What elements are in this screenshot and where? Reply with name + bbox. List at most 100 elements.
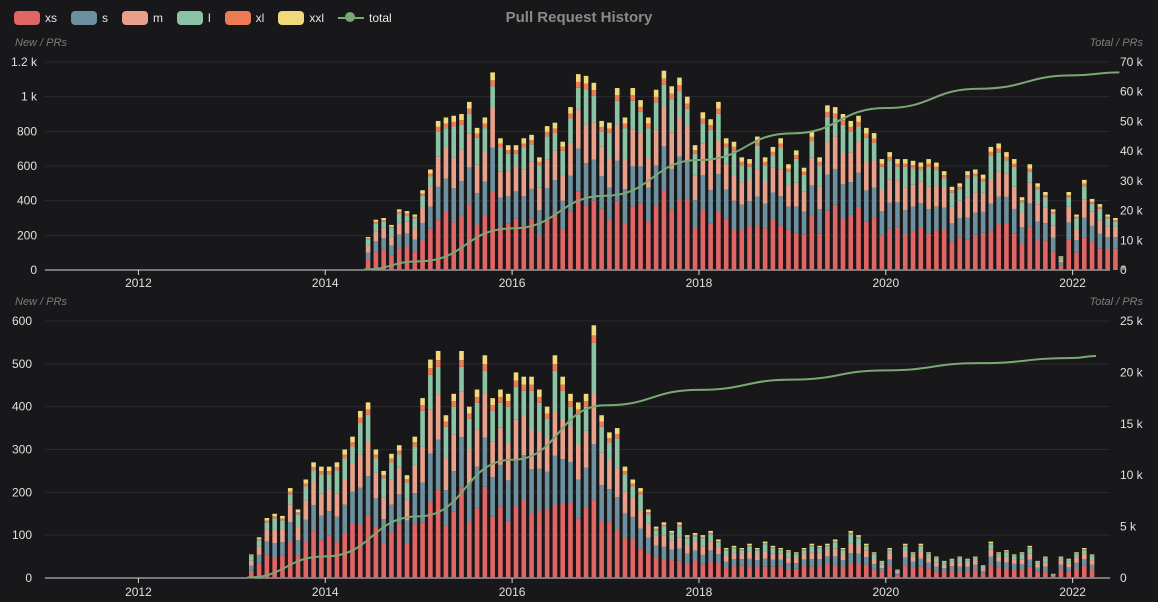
bar-segment-m xyxy=(576,445,581,480)
bar-segment-xs xyxy=(1035,241,1040,270)
bar-segment-l xyxy=(771,156,776,168)
bar-segment-m xyxy=(724,163,729,189)
bar-segment-l xyxy=(545,419,550,438)
bar-segment-m xyxy=(786,557,791,563)
bar-segment-m xyxy=(981,568,986,571)
bar-segment-s xyxy=(296,540,301,555)
bar-segment-xs xyxy=(895,575,900,578)
bar-segment-l xyxy=(272,518,277,530)
bar-segment-xxl xyxy=(739,157,744,162)
bar-segment-s xyxy=(895,202,900,226)
bar-segment-m xyxy=(662,107,667,147)
bar-segment-xxl xyxy=(280,516,285,518)
bar-segment-xl xyxy=(420,193,425,195)
bar-segment-xs xyxy=(903,565,908,578)
bar-segment-xs xyxy=(996,567,1001,578)
bar-segment-m xyxy=(521,170,526,196)
bar-segment-m xyxy=(677,118,682,156)
bar-segment-l xyxy=(1113,222,1118,227)
bar-segment-xl xyxy=(576,82,581,88)
bar-segment-l xyxy=(981,566,986,568)
bar-segment-s xyxy=(467,167,472,204)
bar-segment-s xyxy=(1082,218,1087,238)
bar-segment-m xyxy=(895,180,900,202)
bar-segment-s xyxy=(342,505,347,533)
bar-segment-xs xyxy=(553,504,558,578)
bar-segment-l xyxy=(1074,218,1079,229)
bar-segment-xl xyxy=(615,434,620,438)
bar-segment-xs xyxy=(475,508,480,578)
bar-segment-xxl xyxy=(693,533,698,535)
bar-segment-l xyxy=(841,125,846,153)
bar-segment-xxl xyxy=(786,164,791,168)
bar-segment-l xyxy=(1043,197,1048,207)
bar-segment-m xyxy=(965,563,970,567)
bar-segment-m xyxy=(887,553,892,559)
bar-segment-l xyxy=(794,554,799,558)
bar-segment-s xyxy=(973,565,978,570)
bar-segment-xl xyxy=(996,149,1001,153)
bar-segment-xl xyxy=(942,562,947,563)
bar-segment-l xyxy=(265,522,270,529)
bar-segment-xxl xyxy=(358,411,363,418)
bar-segment-xs xyxy=(405,543,410,578)
bar-segment-xs xyxy=(965,571,970,578)
bar-segment-xs xyxy=(529,514,534,578)
bar-segment-xxl xyxy=(1082,180,1087,184)
bar-segment-m xyxy=(654,535,659,545)
bar-segment-m xyxy=(350,464,355,492)
bar-segment-xxl xyxy=(389,454,394,459)
bar-segment-xs xyxy=(615,530,620,578)
bar-segment-xxl xyxy=(506,394,511,401)
x-tick-label: 2022 xyxy=(1059,585,1086,599)
bar-segment-s xyxy=(778,196,783,225)
x-tick-label: 2020 xyxy=(872,585,899,599)
y-tick-right: 20 k xyxy=(1120,365,1144,379)
bar-segment-l xyxy=(810,546,815,552)
bar-segment-xs xyxy=(654,557,659,578)
bar-segment-s xyxy=(389,246,394,256)
bar-segment-xxl xyxy=(1082,548,1087,549)
bar-segment-s xyxy=(381,519,386,543)
bar-segment-m xyxy=(412,465,417,493)
bar-segment-xxl xyxy=(366,402,371,409)
bar-segment-l xyxy=(677,91,682,118)
bar-segment-s xyxy=(942,208,947,230)
bar-segment-xxl xyxy=(841,548,846,549)
bar-segment-m xyxy=(490,108,495,148)
bar-segment-xxl xyxy=(848,121,853,127)
bar-segment-s xyxy=(919,559,924,567)
y-tick-right: 50 k xyxy=(1120,114,1144,128)
bar-segment-l xyxy=(467,114,472,134)
bar-segment-l xyxy=(1098,209,1103,221)
bar-segment-xl xyxy=(1074,217,1079,219)
bar-segment-xl xyxy=(280,518,285,520)
bar-segment-xs xyxy=(864,222,869,270)
bar-segment-m xyxy=(1113,227,1118,237)
bar-segment-s xyxy=(545,472,550,510)
bar-segment-xs xyxy=(872,570,877,578)
bar-segment-xxl xyxy=(1105,215,1110,217)
bar-segment-xs xyxy=(467,521,472,578)
bar-segment-xl xyxy=(451,401,456,407)
bar-segment-xl xyxy=(1082,183,1087,186)
bar-segment-xl xyxy=(771,152,776,156)
bar-segment-m xyxy=(856,545,861,554)
bar-segment-s xyxy=(934,207,939,231)
bar-segment-xs xyxy=(841,219,846,270)
bar-segment-xs xyxy=(887,566,892,578)
bar-segment-xs xyxy=(420,240,425,270)
bar-segment-xl xyxy=(755,142,760,146)
bar-segment-m xyxy=(638,132,643,166)
bar-segment-xl xyxy=(919,167,924,170)
bar-segment-l xyxy=(560,391,565,419)
bar-segment-xl xyxy=(381,475,386,478)
bar-segment-l xyxy=(973,558,978,560)
bar-segment-xs xyxy=(903,235,908,270)
bar-segment-s xyxy=(490,477,495,517)
y-tick-left: 600 xyxy=(17,159,37,173)
bar-segment-xs xyxy=(848,563,853,578)
bar-segment-m xyxy=(942,188,947,208)
bar-segment-l xyxy=(420,196,425,207)
